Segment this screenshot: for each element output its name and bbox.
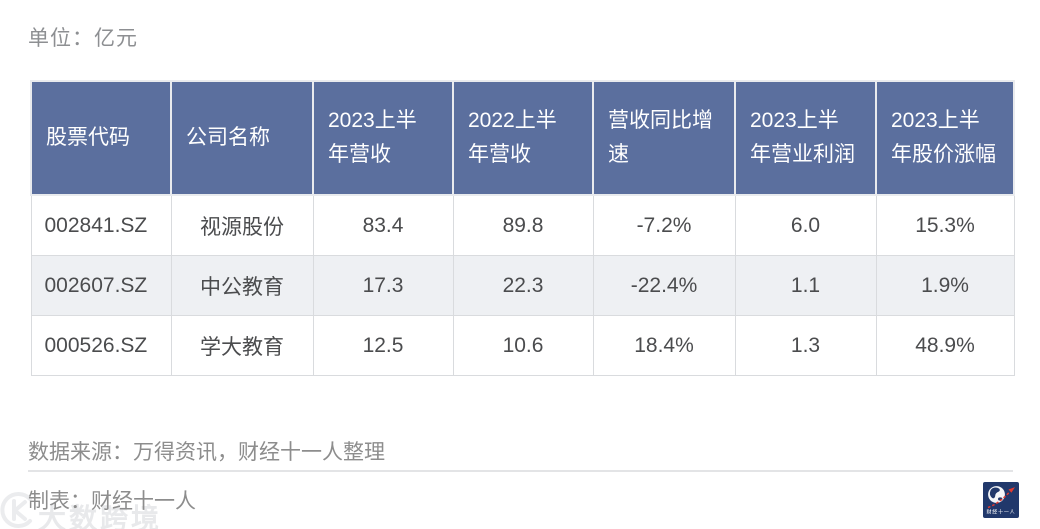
logo-label: 财经十一人 bbox=[986, 509, 1015, 516]
header-cell-yoy-growth: 营收同比增 速 bbox=[592, 80, 736, 196]
credit-note: 制表：财经十一人 bbox=[28, 490, 196, 513]
cell-yoy-growth: -22.4% bbox=[592, 255, 736, 316]
company-financials-table: 股票代码 公司名称 2023上半 年营收 2022上半 年营收 营收同比增 速 … bbox=[30, 80, 1015, 376]
cell-2022h1-revenue: 89.8 bbox=[452, 194, 594, 256]
cell-stock-gain: 15.3% bbox=[875, 194, 1015, 256]
data-source-note: 数据来源：万得资讯，财经十一人整理 bbox=[28, 441, 385, 464]
cell-stock-code: 002607.SZ bbox=[30, 255, 172, 316]
cell-2022h1-revenue: 22.3 bbox=[452, 255, 594, 316]
cell-operating-profit: 1.3 bbox=[734, 315, 877, 376]
header-cell-company-name: 公司名称 bbox=[170, 80, 314, 196]
cell-stock-code: 000526.SZ bbox=[30, 315, 172, 376]
header-cell-2023h1-revenue: 2023上半 年营收 bbox=[312, 80, 454, 196]
watermark: 大数跨境 bbox=[0, 491, 162, 529]
header-cell-2022h1-revenue: 2022上半 年营收 bbox=[452, 80, 594, 196]
table-row: 002841.SZ 视源股份 83.4 89.8 -7.2% 6.0 15.3% bbox=[30, 194, 1015, 256]
cell-yoy-growth: -7.2% bbox=[592, 194, 736, 256]
cell-2022h1-revenue: 10.6 bbox=[452, 315, 594, 376]
watermark-text: 大数跨境 bbox=[38, 503, 163, 529]
cell-2023h1-revenue: 83.4 bbox=[312, 194, 454, 256]
divider bbox=[28, 470, 1013, 472]
cell-stock-code: 002841.SZ bbox=[30, 194, 172, 256]
cell-company-name: 学大教育 bbox=[170, 315, 314, 376]
unit-label: 单位：亿元 bbox=[28, 27, 138, 50]
table-row: 000526.SZ 学大教育 12.5 10.6 18.4% 1.3 48.9% bbox=[30, 315, 1015, 376]
cell-stock-gain: 1.9% bbox=[875, 255, 1015, 316]
header-row: 股票代码 公司名称 2023上半 年营收 2022上半 年营收 营收同比增 速 … bbox=[30, 80, 1015, 196]
caijing-eleven-logo: 财经十一人 bbox=[983, 482, 1019, 518]
header-cell-stock-gain: 2023上半 年股价涨幅 bbox=[875, 80, 1015, 196]
header-cell-stock-code: 股票代码 bbox=[30, 80, 172, 196]
cell-2023h1-revenue: 12.5 bbox=[312, 315, 454, 376]
table-row: 002607.SZ 中公教育 17.3 22.3 -22.4% 1.1 1.9% bbox=[30, 255, 1015, 316]
cell-company-name: 中公教育 bbox=[170, 255, 314, 316]
cell-operating-profit: 6.0 bbox=[734, 194, 877, 256]
cell-2023h1-revenue: 17.3 bbox=[312, 255, 454, 316]
cell-company-name: 视源股份 bbox=[170, 194, 314, 256]
cell-yoy-growth: 18.4% bbox=[592, 315, 736, 376]
watermark-k-icon bbox=[0, 492, 32, 528]
cell-stock-gain: 48.9% bbox=[875, 315, 1015, 376]
header-cell-operating-profit: 2023上半 年营业利润 bbox=[734, 80, 877, 196]
cell-operating-profit: 1.1 bbox=[734, 255, 877, 316]
